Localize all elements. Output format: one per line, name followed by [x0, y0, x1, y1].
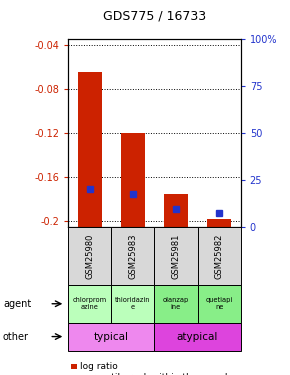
Text: agent: agent: [3, 299, 31, 309]
Bar: [164, 194, 188, 227]
Bar: [207, 219, 231, 227]
Text: atypical: atypical: [177, 332, 218, 342]
Text: quetiapi
ne: quetiapi ne: [206, 297, 233, 310]
Text: GSM25982: GSM25982: [215, 233, 224, 279]
Text: GSM25981: GSM25981: [171, 233, 180, 279]
Text: percentile rank within the sample: percentile rank within the sample: [80, 374, 233, 375]
Bar: [78, 72, 101, 227]
Text: typical: typical: [94, 332, 129, 342]
Text: GSM25980: GSM25980: [85, 233, 94, 279]
Text: GDS775 / 16733: GDS775 / 16733: [103, 9, 206, 22]
Text: thioridazin
e: thioridazin e: [115, 297, 151, 310]
Text: log ratio: log ratio: [80, 362, 117, 371]
Text: GSM25983: GSM25983: [128, 233, 137, 279]
Text: chlorprom
azine: chlorprom azine: [73, 297, 107, 310]
Text: olanzap
ine: olanzap ine: [163, 297, 189, 310]
Bar: [121, 133, 145, 227]
Text: other: other: [3, 332, 29, 342]
